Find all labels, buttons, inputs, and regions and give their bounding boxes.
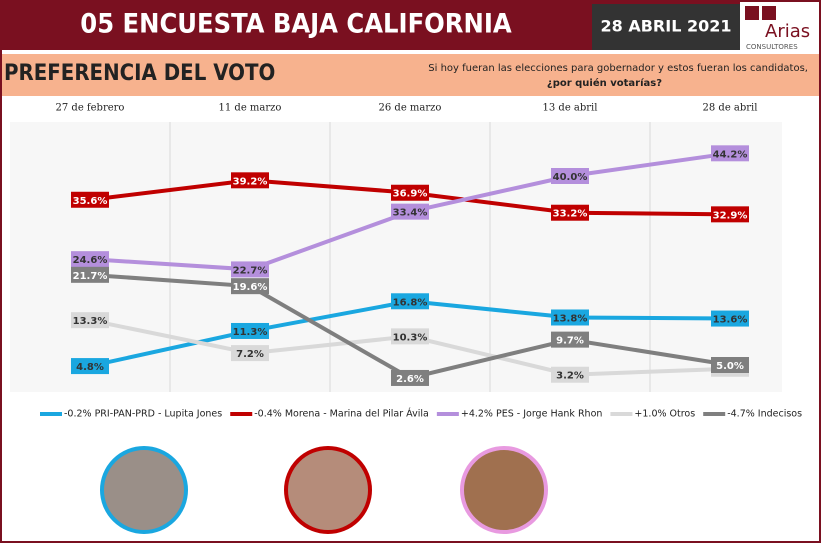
date-box bbox=[592, 4, 740, 50]
logo-text: Arias bbox=[765, 21, 810, 42]
logo-subtext: CONSULTORES bbox=[746, 43, 798, 51]
value-label: 13.8% bbox=[553, 313, 588, 324]
value-label: 11.3% bbox=[233, 327, 268, 338]
date-label: 28 ABRIL 2021 bbox=[601, 17, 732, 36]
value-label: 33.4% bbox=[393, 208, 428, 219]
legend-label: +4.2% PES - Jorge Hank Rhon bbox=[461, 409, 603, 420]
candidate-photo bbox=[100, 446, 188, 534]
x-tick-label: 11 de marzo bbox=[219, 103, 282, 114]
value-label-box bbox=[71, 312, 109, 329]
value-label-box bbox=[391, 369, 429, 386]
value-label: 32.9% bbox=[713, 210, 748, 221]
value-label-box bbox=[231, 261, 269, 278]
value-label: 4.8% bbox=[76, 362, 104, 373]
value-label-box bbox=[551, 204, 589, 221]
x-tick-label: 28 de abril bbox=[703, 103, 758, 114]
value-label-box bbox=[391, 293, 429, 310]
value-label-box bbox=[231, 345, 269, 362]
value-label: 13.3% bbox=[73, 316, 108, 327]
value-label: 21.7% bbox=[73, 271, 108, 282]
value-label: 2.6% bbox=[396, 374, 424, 385]
x-tick-label: 13 de abril bbox=[543, 103, 598, 114]
value-label: 35.6% bbox=[73, 196, 108, 207]
value-label: 24.6% bbox=[73, 255, 108, 266]
candidate-photo bbox=[460, 446, 548, 534]
value-label-box bbox=[71, 358, 109, 375]
value-label: 22.7% bbox=[233, 265, 268, 276]
value-label: 40.0% bbox=[553, 172, 588, 183]
logo-icon bbox=[745, 6, 759, 20]
value-label-box bbox=[711, 206, 749, 223]
value-label-box bbox=[231, 322, 269, 339]
value-label: 44.2% bbox=[713, 149, 748, 160]
question: ¿por quién votarías? bbox=[547, 77, 662, 89]
logo-icon bbox=[762, 6, 776, 20]
title: 05 ENCUESTA BAJA CALIFORNIA bbox=[80, 9, 512, 40]
value-label: 16.8% bbox=[393, 297, 428, 308]
x-tick-label: 27 de febrero bbox=[56, 103, 125, 114]
value-label-box bbox=[71, 251, 109, 268]
section-title: PREFERENCIA DEL VOTO bbox=[4, 61, 275, 86]
section-band bbox=[0, 54, 821, 96]
value-label: 19.6% bbox=[233, 282, 268, 293]
legend-label: -0.4% Morena - Marina del Pilar Ávila bbox=[254, 408, 429, 420]
question: Si hoy fueran las elecciones para gobern… bbox=[428, 63, 808, 74]
value-label-box bbox=[231, 278, 269, 295]
legend-label: +1.0% Otros bbox=[634, 409, 695, 420]
value-label-box bbox=[391, 203, 429, 220]
value-label-box bbox=[711, 310, 749, 327]
value-label: 33.2% bbox=[553, 209, 588, 220]
value-label-box bbox=[711, 145, 749, 162]
value-label: 9.7% bbox=[556, 336, 584, 347]
legend-label: -0.2% PRI-PAN-PRD - Lupita Jones bbox=[64, 409, 222, 420]
value-label-box bbox=[391, 184, 429, 201]
plot-area bbox=[10, 122, 782, 392]
value-label: 13.6% bbox=[713, 315, 748, 326]
value-label-box bbox=[391, 328, 429, 345]
value-label-box bbox=[231, 172, 269, 189]
candidate-photo bbox=[284, 446, 372, 534]
value-label: 7.2% bbox=[236, 349, 264, 360]
value-label-box bbox=[551, 168, 589, 184]
value-label-box bbox=[71, 266, 109, 283]
value-label: 36.9% bbox=[393, 189, 428, 200]
legend-label: -4.7% Indecisos bbox=[727, 409, 802, 420]
value-label: 3.2% bbox=[556, 371, 584, 382]
value-label: 39.2% bbox=[233, 176, 268, 187]
x-tick-label: 26 de marzo bbox=[379, 103, 442, 114]
value-label-box bbox=[711, 357, 749, 373]
value-label: 10.3% bbox=[393, 332, 428, 343]
value-label-box bbox=[551, 331, 589, 348]
value-label-box bbox=[551, 309, 589, 326]
value-label: 5.0% bbox=[716, 361, 744, 372]
value-label-box bbox=[551, 366, 589, 383]
value-label-box bbox=[71, 191, 109, 208]
